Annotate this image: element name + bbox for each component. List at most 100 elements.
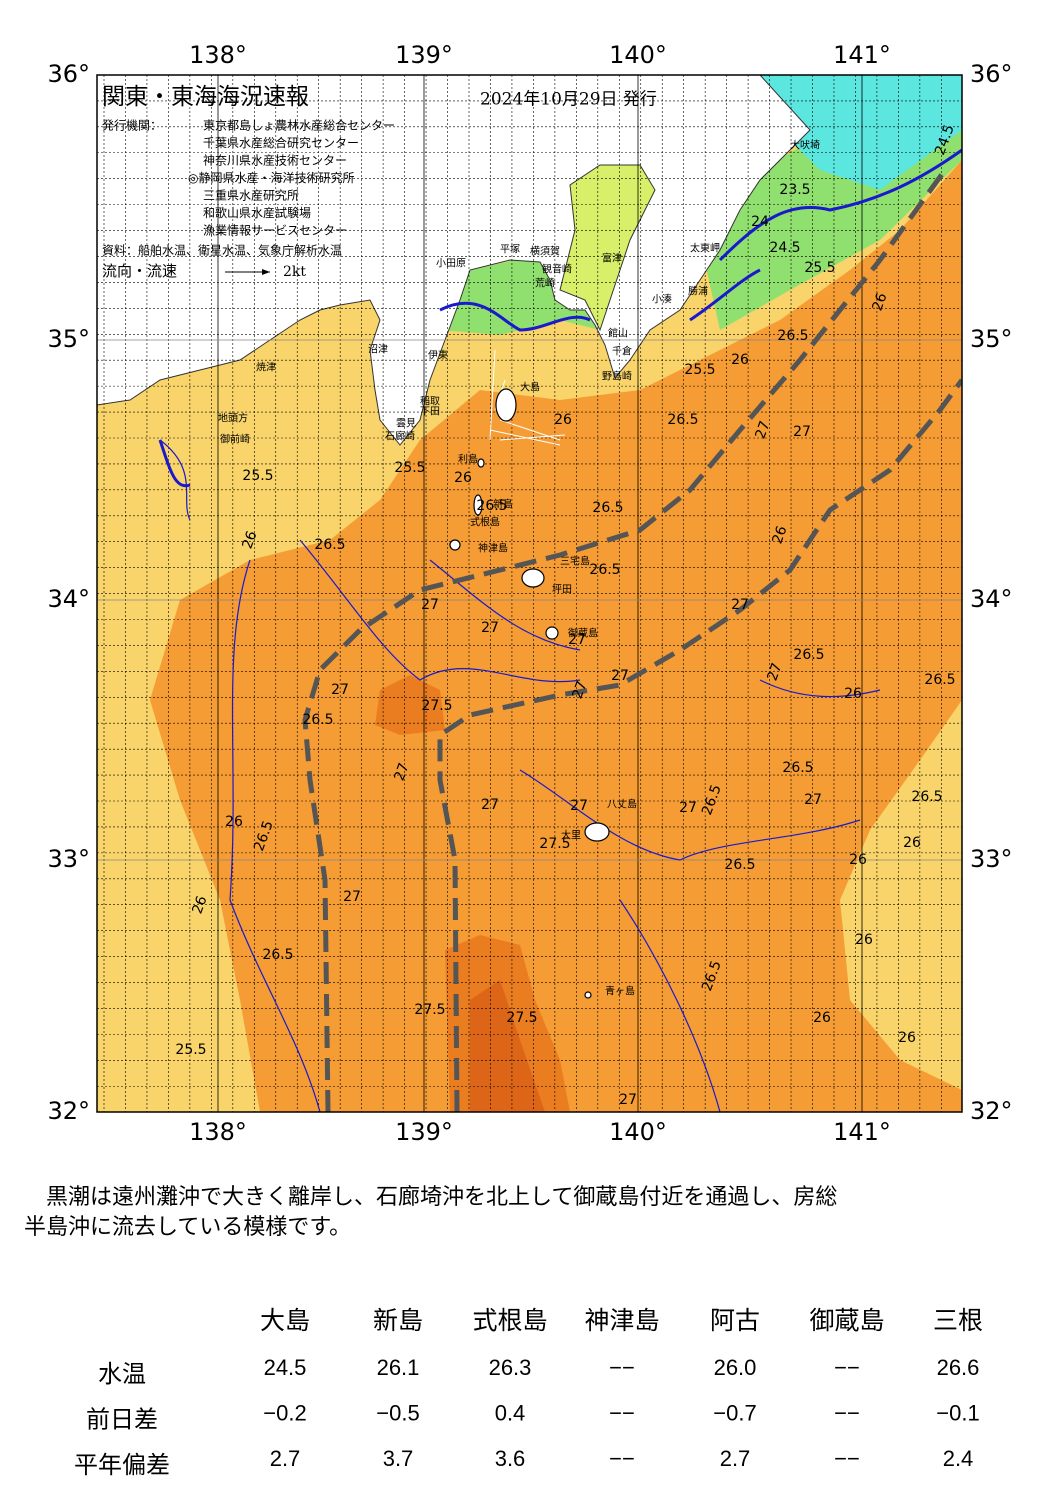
- issuer: 三重県水産研究所: [203, 188, 299, 203]
- lon-label: 139°: [395, 41, 453, 69]
- contour-label: 27.5: [539, 836, 570, 852]
- contour-label: 27: [793, 424, 811, 440]
- lat-label: 32°: [47, 1097, 90, 1125]
- contour-label: 26: [849, 852, 867, 868]
- place-name: 新島: [493, 498, 513, 511]
- place-name: 神津島: [478, 542, 508, 555]
- island: [584, 991, 592, 999]
- contour-label: 26.5: [924, 672, 955, 688]
- column-header: 三根: [933, 1306, 983, 1335]
- contour-label: 24: [751, 214, 769, 230]
- table-value: 26.1: [377, 1355, 420, 1380]
- island: [521, 568, 545, 588]
- lon-label: 141°: [833, 41, 891, 69]
- table-value: 2.7: [270, 1446, 301, 1471]
- place-name: 大里: [561, 829, 581, 842]
- table-value: 0.4: [495, 1400, 526, 1425]
- column-header: 阿古: [710, 1306, 760, 1335]
- islands: [449, 388, 610, 999]
- grid: [97, 75, 962, 1112]
- contour-label: 27: [570, 798, 588, 814]
- lon-label: 139°: [395, 1118, 453, 1146]
- contour-label: 27: [331, 682, 349, 698]
- contour-label: 26.5: [667, 412, 698, 428]
- contour-label: 26: [239, 529, 260, 551]
- island: [449, 539, 461, 551]
- place-name: 太東岬: [690, 242, 720, 255]
- place-name: 坪田: [552, 583, 572, 596]
- island: [495, 388, 517, 422]
- contour-label: 25.5: [804, 260, 835, 276]
- tokyo-bay: [559, 164, 656, 332]
- place-name: 三宅島: [560, 555, 590, 568]
- contour-label: 26: [769, 524, 790, 546]
- contour-label: 26.5: [476, 498, 507, 514]
- contour-label: 26.5: [911, 789, 942, 805]
- table-value: −−: [834, 1355, 860, 1380]
- lat-label: 35°: [970, 325, 1013, 353]
- lon-label: 141°: [833, 1118, 891, 1146]
- table-value: −0.7: [713, 1400, 756, 1425]
- place-name: 平塚: [500, 244, 520, 256]
- place-name: 観音崎: [542, 263, 572, 276]
- contour-label: 26.5: [724, 857, 755, 873]
- lat-label: 34°: [970, 585, 1013, 613]
- contour-label: 26: [225, 814, 243, 830]
- column-header: 式根島: [472, 1306, 547, 1335]
- island: [477, 458, 485, 468]
- issuer-label: 発行機関：: [102, 118, 162, 133]
- contour-label: 27: [569, 679, 590, 701]
- contour-label: 26: [731, 352, 749, 368]
- source: 資料：船舶水温、衛星水温、気象庁解析水温: [102, 243, 342, 258]
- contour-label: 26.5: [777, 328, 808, 344]
- table-value: −0.2: [263, 1400, 306, 1425]
- contour-label: 24.5: [769, 240, 800, 256]
- lon-label: 138°: [189, 1118, 247, 1146]
- contour-label: 26: [903, 835, 921, 851]
- island: [545, 626, 559, 640]
- flow-arrow: [489, 349, 566, 446]
- contours: [158, 148, 962, 1112]
- place-name: 御蔵島: [568, 627, 598, 640]
- place-name: 小湊: [652, 293, 672, 306]
- table-value: 24.5: [264, 1355, 307, 1380]
- contour-label: 26.5: [314, 537, 345, 553]
- place-name: 地頭方: [218, 412, 248, 425]
- lon-label: 140°: [609, 41, 667, 69]
- place-name: 富津: [602, 252, 622, 265]
- table-value: 3.6: [495, 1446, 526, 1471]
- row-label: 水温: [98, 1360, 146, 1388]
- place-name: 館山: [608, 327, 628, 340]
- contour-label: 27: [619, 1092, 637, 1108]
- contour-label: 26: [869, 291, 890, 313]
- place-name: 稲取: [420, 396, 440, 408]
- lon-label: 138°: [189, 41, 247, 69]
- place-name: 野島崎: [602, 370, 632, 383]
- place-name: 式根島: [470, 516, 500, 529]
- lat-label: 33°: [970, 845, 1013, 873]
- place-name: 石廊崎: [385, 430, 415, 443]
- contour-label: 25.5: [684, 362, 715, 378]
- contour-label: 27: [731, 597, 749, 613]
- kuroshio-line: [437, 378, 962, 1112]
- contour-label: 27: [764, 661, 785, 683]
- contour-label: 26.5: [793, 647, 824, 663]
- contour-label: 27: [611, 668, 629, 684]
- place-name: 小田原: [436, 258, 466, 270]
- contour-label: 26.5: [592, 500, 623, 516]
- contour-label: 27.5: [414, 1002, 445, 1018]
- contour-label: 25.5: [242, 468, 273, 484]
- place-name: 勝浦: [688, 285, 708, 298]
- summary-line: 半島沖に流去している模様です。: [24, 1215, 351, 1240]
- sea-cool: [840, 700, 962, 1090]
- legend-label: 流向・流速: [102, 262, 177, 280]
- place-name: 荒崎: [535, 277, 555, 290]
- island: [584, 822, 610, 842]
- island: [473, 494, 483, 516]
- issuer: 和歌山県水産試験場: [203, 205, 311, 220]
- table-value: −−: [834, 1446, 860, 1471]
- column-header: 御蔵島: [809, 1306, 884, 1335]
